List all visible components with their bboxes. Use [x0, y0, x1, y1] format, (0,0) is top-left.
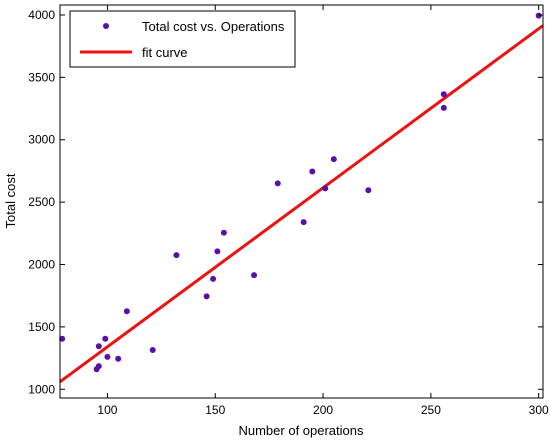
- y-tick-label: 2000: [28, 258, 55, 272]
- data-point: [440, 91, 447, 98]
- data-point: [95, 343, 102, 350]
- y-tick-label: 1000: [28, 382, 55, 396]
- data-point: [440, 104, 447, 111]
- x-tick-label: 200: [313, 403, 333, 417]
- data-point: [203, 293, 210, 300]
- data-point: [173, 252, 180, 259]
- y-axis-label: Total cost: [3, 173, 18, 228]
- plot-frame: [59, 4, 544, 399]
- data-point: [104, 353, 111, 360]
- data-point: [365, 187, 372, 194]
- data-point: [330, 156, 337, 163]
- data-point: [95, 363, 102, 370]
- data-point: [123, 308, 130, 315]
- legend-marker-scatter: [103, 23, 109, 29]
- data-point: [251, 272, 258, 279]
- y-tick-label: 4000: [28, 8, 55, 22]
- points-layer: [59, 12, 542, 373]
- data-point: [102, 335, 109, 342]
- plot-area: [60, 5, 543, 398]
- x-tick-label: 150: [205, 403, 225, 417]
- legend-label-fit: fit curve: [142, 45, 188, 60]
- y-tick-label: 1500: [28, 320, 55, 334]
- data-point: [535, 12, 542, 19]
- y-tick-label: 2500: [28, 195, 55, 209]
- data-point: [59, 335, 66, 342]
- data-point: [322, 185, 329, 192]
- legend: Total cost vs. Operations fit curve: [69, 10, 296, 68]
- y-tick-label: 3500: [28, 70, 55, 84]
- x-tick-label: 250: [421, 403, 441, 417]
- data-point: [300, 219, 307, 226]
- data-point: [149, 346, 156, 353]
- x-tick-label: 300: [529, 403, 549, 417]
- y-tick-label: 3000: [28, 133, 55, 147]
- data-point: [220, 229, 227, 236]
- ticks-layer: 100 150 200 250 300 1000 1500 2000 2500 3000 3500 4…: [28, 5, 549, 417]
- legend-label-scatter: Total cost vs. Operations: [142, 19, 285, 34]
- data-point: [214, 248, 221, 255]
- data-point: [115, 355, 122, 362]
- data-point: [274, 180, 281, 187]
- legend-box: [69, 10, 296, 68]
- fit-layer: [59, 24, 544, 383]
- fit-curve-line: [59, 24, 544, 383]
- data-point: [309, 168, 316, 175]
- data-point: [210, 275, 217, 282]
- x-axis-label: Number of operations: [238, 423, 364, 438]
- x-tick-label: 100: [97, 403, 117, 417]
